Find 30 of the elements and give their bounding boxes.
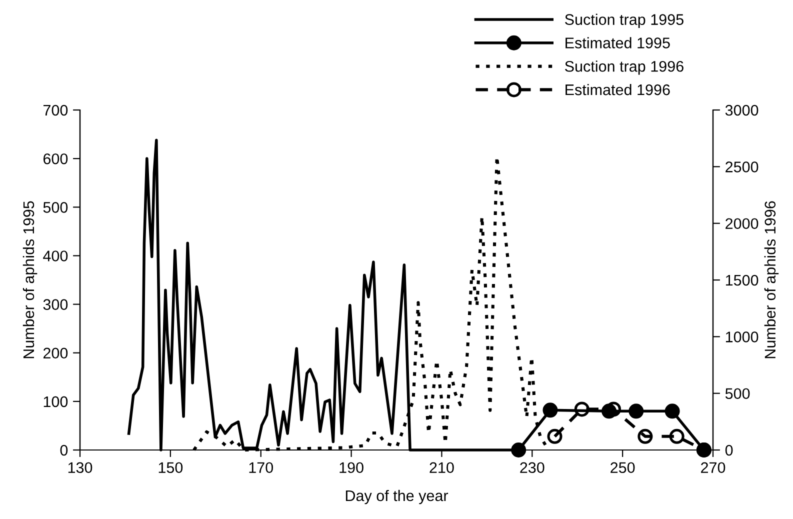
legend-label: Suction trap 1996 xyxy=(565,60,684,75)
y-tick-label: 300 xyxy=(43,299,68,310)
legend-label: Suction trap 1995 xyxy=(565,14,684,28)
y2-tick-label: 500 xyxy=(725,388,750,400)
y-tick-label: 700 xyxy=(43,104,68,116)
y-tick-label: 600 xyxy=(43,153,68,164)
y-tick-label: 100 xyxy=(44,396,68,408)
y2-tick-label: 1000 xyxy=(726,332,758,342)
y-tick-label: 400 xyxy=(43,250,68,262)
x-tick-label: 230 xyxy=(520,462,544,474)
x-tick-label: 190 xyxy=(340,462,364,474)
x-tick-label: 250 xyxy=(610,462,635,474)
y-tick-label: 200 xyxy=(43,348,68,359)
x-tick-label: 270 xyxy=(701,462,726,474)
legend-label: Estimated 1996 xyxy=(566,84,670,96)
y-tick-label: 0 xyxy=(60,444,68,456)
y2-tick-label: 0 xyxy=(725,444,733,456)
x-tick-label: 150 xyxy=(158,462,183,474)
y2-tick-label: 2000 xyxy=(726,218,758,230)
y2-tick-label: 3000 xyxy=(725,104,758,116)
y2-axis-title: Number of aphids 1996 xyxy=(764,201,779,358)
x-axis-title: Day of the year xyxy=(346,490,448,504)
legend-label: Estimated 1995 xyxy=(566,37,670,48)
x-tick-label: 170 xyxy=(249,462,274,474)
x-tick-label: 130 xyxy=(68,462,92,474)
x-tick-label: 210 xyxy=(430,462,454,474)
y-axis-title: Number of aphids 1995 xyxy=(22,201,38,358)
y2-tick-label: 1500 xyxy=(726,274,758,286)
y2-tick-label: 2500 xyxy=(726,162,758,172)
y-tick-label: 500 xyxy=(43,202,68,213)
